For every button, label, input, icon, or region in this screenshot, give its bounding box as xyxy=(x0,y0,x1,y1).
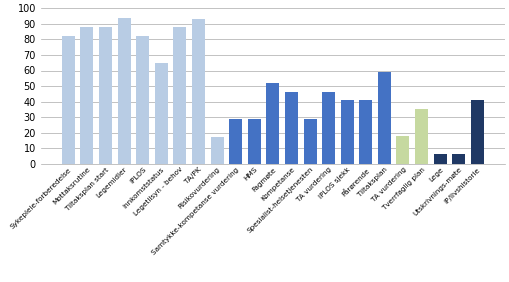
Bar xyxy=(99,27,112,164)
Bar xyxy=(62,36,75,164)
Bar xyxy=(136,36,149,164)
Bar xyxy=(340,100,353,164)
Bar xyxy=(210,137,223,164)
Bar xyxy=(118,18,130,164)
Bar xyxy=(451,154,464,164)
Bar xyxy=(395,136,409,164)
Bar xyxy=(229,119,242,164)
Bar xyxy=(414,109,427,164)
Bar xyxy=(80,27,93,164)
Bar xyxy=(322,92,334,164)
Bar xyxy=(155,63,167,164)
Bar xyxy=(303,119,316,164)
Bar xyxy=(433,154,446,164)
Bar xyxy=(358,100,372,164)
Bar xyxy=(266,83,279,164)
Bar xyxy=(470,100,483,164)
Bar xyxy=(377,72,390,164)
Bar xyxy=(173,27,186,164)
Bar xyxy=(247,119,260,164)
Bar xyxy=(191,19,205,164)
Bar xyxy=(285,92,297,164)
